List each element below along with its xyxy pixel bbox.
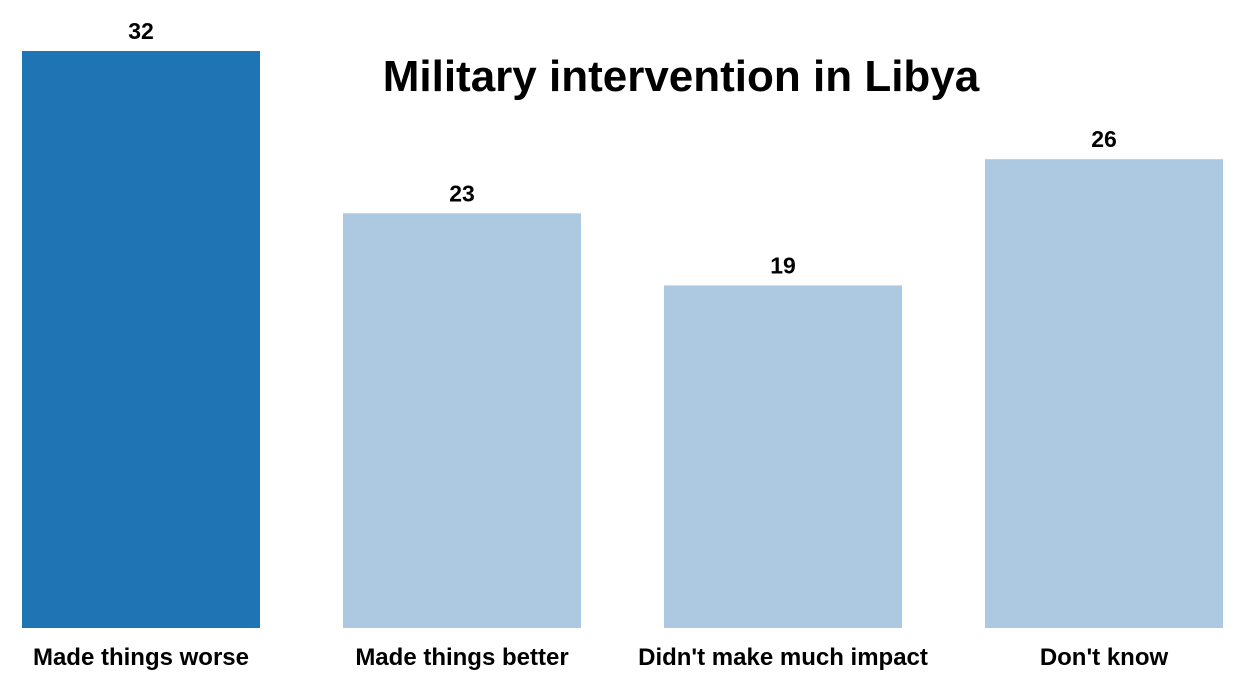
bar-3 [985,159,1223,628]
category-label: Don't know [1040,644,1169,671]
bars-group: 32 Made things worse 23 Made things better 1… [22,18,1223,671]
category-label: Didn't make much impact [638,644,928,671]
bar-1 [343,213,581,628]
bar-0 [22,51,260,628]
data-label: 19 [770,252,796,278]
data-label: 26 [1091,126,1117,152]
bar-2 [664,285,902,628]
category-label: Made things better [355,644,568,671]
data-label: 23 [449,180,475,206]
data-label: 32 [128,18,154,44]
category-label: Made things worse [33,644,249,671]
chart-title: Military intervention in Libya [383,52,980,101]
